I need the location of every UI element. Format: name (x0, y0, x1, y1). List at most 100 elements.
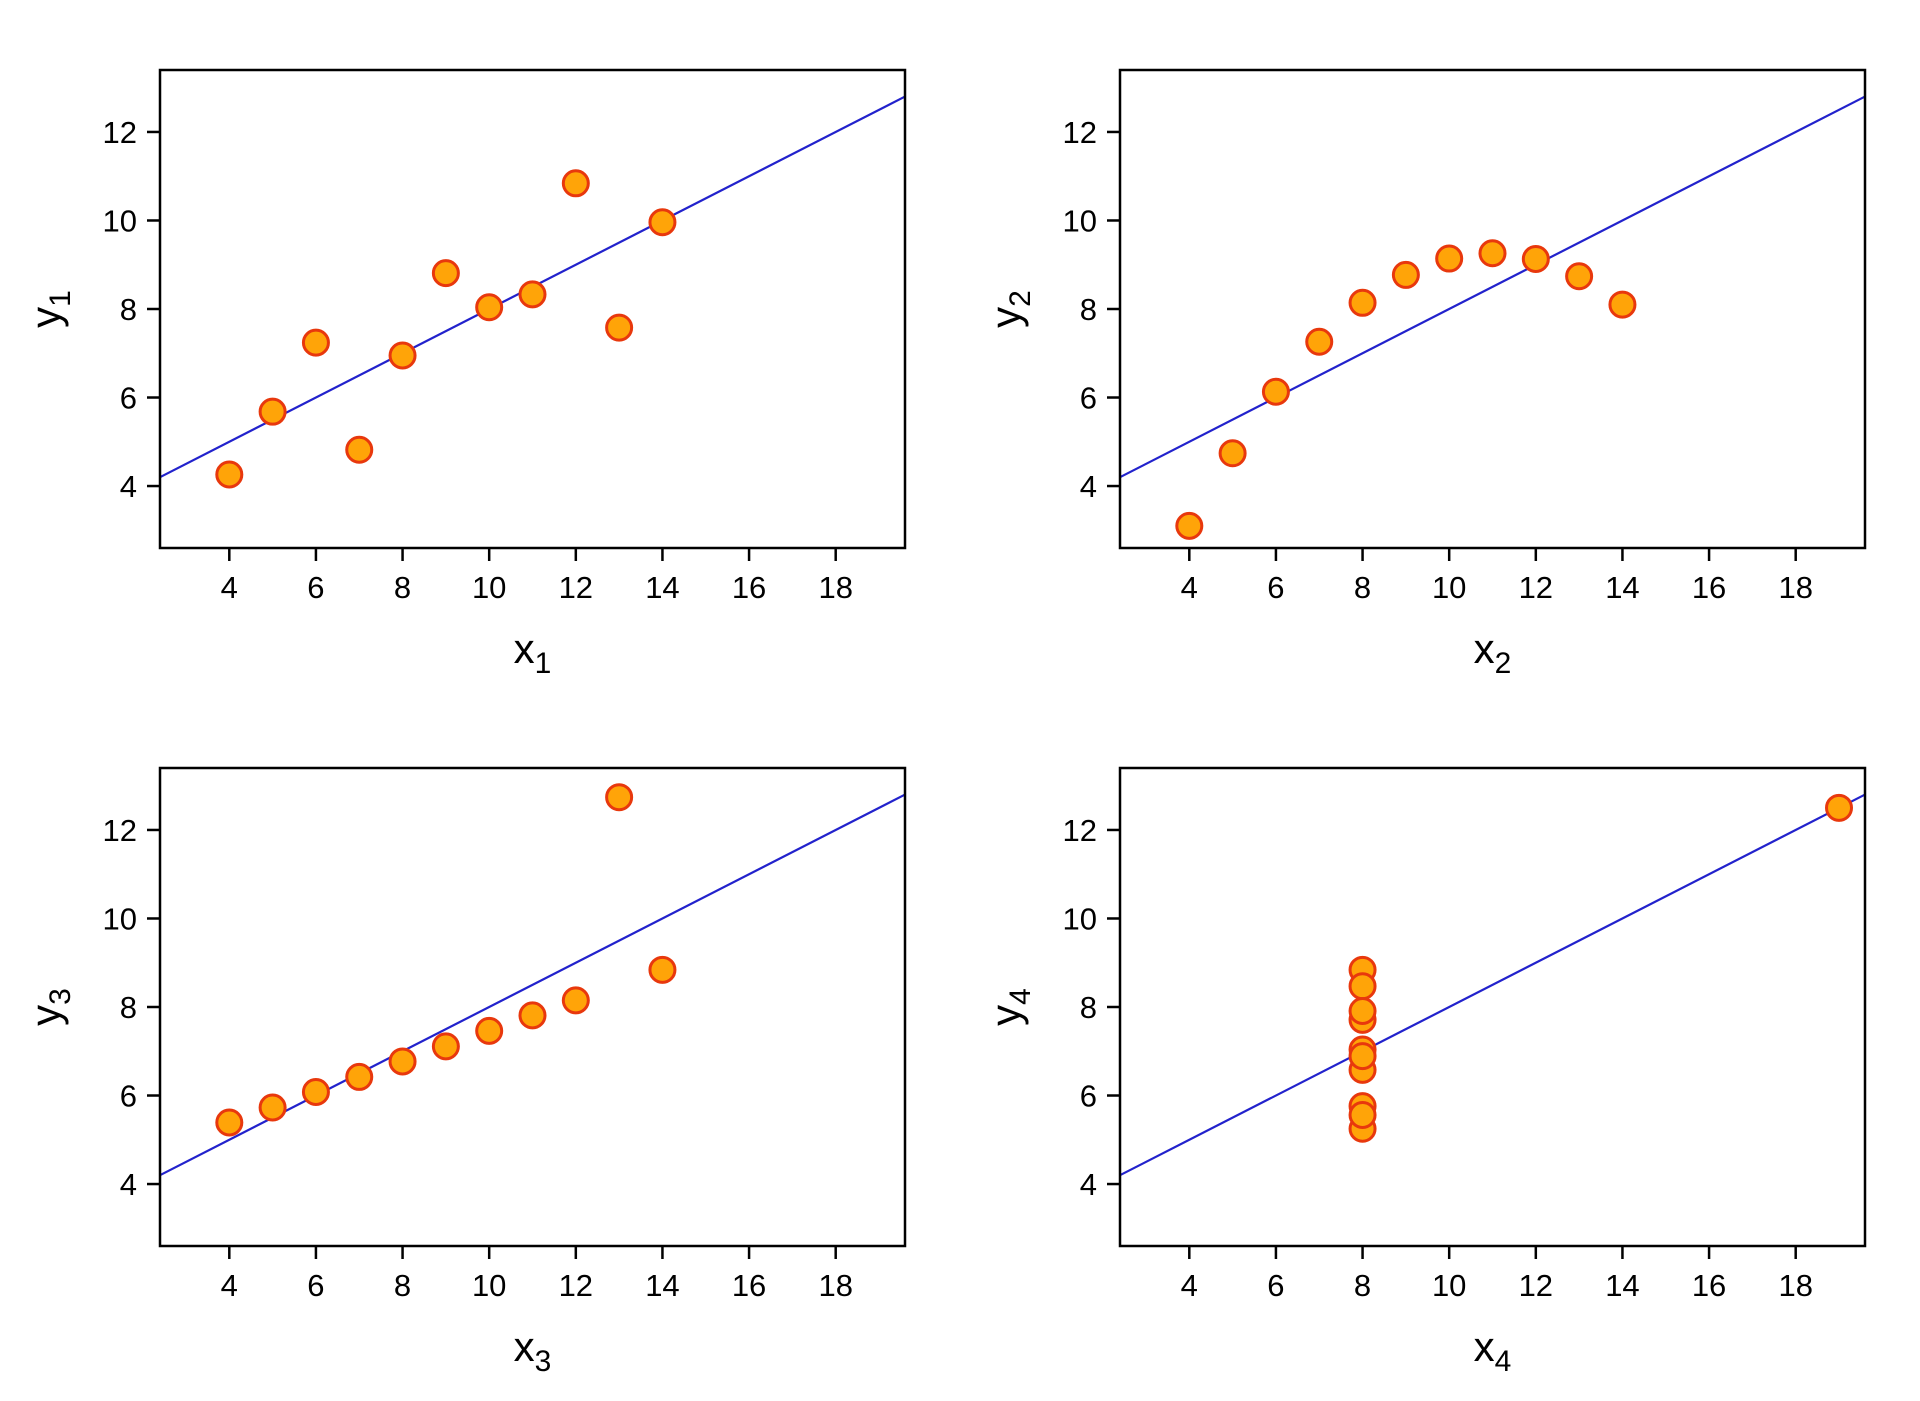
data-point (1218, 439, 1247, 468)
y-axis-title: y2 (982, 290, 1037, 328)
y-tick-label: 10 (1063, 901, 1097, 936)
x-tick-label: 16 (1692, 570, 1726, 605)
y-tick-label: 6 (1080, 381, 1097, 416)
x-tick-label: 14 (1605, 570, 1639, 605)
data-point (345, 435, 374, 464)
scatter-panel-1: 4 6 8 10 12 14 16 18 4 6 8 10 12 x1 y1 (0, 0, 960, 698)
x-tick-label: 16 (732, 570, 766, 605)
data-point (1348, 996, 1377, 1025)
y-tick-label: 6 (1080, 1079, 1097, 1114)
x-tick-label: 16 (1692, 1268, 1726, 1303)
y-axis-title: y4 (982, 988, 1037, 1026)
y-tick-label: 4 (1080, 1167, 1097, 1202)
y-tick-label: 8 (120, 990, 137, 1025)
y-axis-title: y1 (22, 290, 77, 328)
x-tick-label: 10 (472, 1268, 506, 1303)
x-tick-label: 10 (1432, 570, 1466, 605)
x-tick-label: 14 (645, 1268, 679, 1303)
y-tick-label: 6 (120, 1079, 137, 1114)
x-tick-label: 8 (1354, 1268, 1371, 1303)
x-tick-label: 8 (394, 1268, 411, 1303)
x-axis-title: x3 (514, 1323, 552, 1378)
data-point (1348, 972, 1377, 1001)
data-point (345, 1062, 374, 1091)
x-tick-label: 4 (221, 1268, 238, 1303)
x-axis-title: x2 (1474, 625, 1512, 680)
x-tick-label: 18 (818, 1268, 852, 1303)
plot-box (1118, 766, 1867, 1248)
data-point (1391, 260, 1420, 289)
data-point (605, 783, 634, 812)
x-tick-label: 8 (1354, 570, 1371, 605)
plot-box (158, 68, 907, 550)
data-point (1608, 290, 1637, 319)
x-tick-label: 14 (1605, 1268, 1639, 1303)
data-point (431, 259, 460, 288)
x-tick-label: 4 (1181, 1268, 1198, 1303)
x-tick-label: 4 (1181, 570, 1198, 605)
x-tick-label: 6 (307, 570, 324, 605)
data-point (475, 293, 504, 322)
data-point (518, 1001, 547, 1030)
x-tick-label: 4 (221, 570, 238, 605)
x-tick-label: 6 (1267, 1268, 1284, 1303)
data-point (431, 1032, 460, 1061)
x-tick-label: 18 (1778, 1268, 1812, 1303)
data-point (258, 1093, 287, 1122)
x-tick-label: 12 (559, 1268, 593, 1303)
y-tick-label: 4 (120, 1167, 137, 1202)
plot-box (1118, 68, 1867, 550)
scatter-panel-4: 4 6 8 10 12 14 16 18 4 6 8 10 12 x4 y4 (960, 698, 1920, 1396)
data-point (561, 169, 590, 198)
x-tick-label: 6 (1267, 570, 1284, 605)
y-tick-label: 12 (1063, 115, 1097, 150)
data-point (388, 341, 417, 370)
y-tick-label: 8 (120, 292, 137, 327)
data-point (1565, 262, 1594, 291)
x-tick-label: 6 (307, 1268, 324, 1303)
data-point (475, 1016, 504, 1045)
data-point (301, 328, 330, 357)
x-tick-label: 18 (818, 570, 852, 605)
data-point (648, 955, 677, 984)
y-axis-title: y3 (22, 988, 77, 1026)
y-tick-label: 4 (1080, 469, 1097, 504)
y-tick-label: 8 (1080, 990, 1097, 1025)
data-point (215, 1108, 244, 1137)
y-tick-label: 10 (1063, 203, 1097, 238)
data-point (605, 313, 634, 342)
data-point (1348, 288, 1377, 317)
y-tick-label: 6 (120, 381, 137, 416)
y-tick-label: 12 (103, 813, 137, 848)
data-point (1348, 1100, 1377, 1129)
y-tick-label: 8 (1080, 292, 1097, 327)
data-point (1825, 793, 1854, 822)
scatter-panel-3: 4 6 8 10 12 14 16 18 4 6 8 10 12 x3 y3 (0, 698, 960, 1396)
x-tick-label: 16 (732, 1268, 766, 1303)
x-tick-label: 12 (1519, 570, 1553, 605)
data-point (301, 1077, 330, 1106)
y-tick-label: 12 (103, 115, 137, 150)
data-point (1478, 239, 1507, 268)
scatter-panel-2: 4 6 8 10 12 14 16 18 4 6 8 10 12 x2 y2 (960, 0, 1920, 698)
plot-box (158, 766, 907, 1248)
data-point (215, 460, 244, 489)
data-point (1348, 1042, 1377, 1071)
data-point (648, 208, 677, 237)
x-axis-title: x4 (1474, 1323, 1512, 1378)
x-tick-label: 12 (559, 570, 593, 605)
x-axis-title: x1 (514, 625, 552, 680)
y-tick-label: 10 (103, 901, 137, 936)
regression-line (1119, 95, 1866, 479)
data-point (258, 397, 287, 426)
x-tick-label: 12 (1519, 1268, 1553, 1303)
data-point (518, 280, 547, 309)
y-tick-label: 4 (120, 469, 137, 504)
y-tick-label: 10 (103, 203, 137, 238)
data-point (561, 986, 590, 1015)
